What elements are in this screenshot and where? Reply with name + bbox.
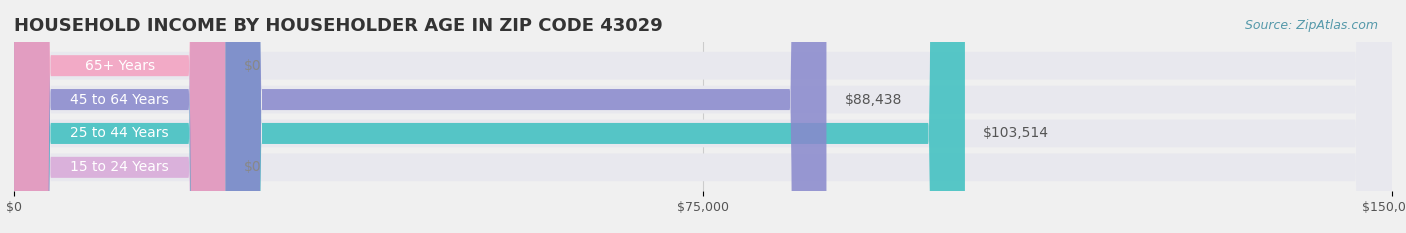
Text: 45 to 64 Years: 45 to 64 Years xyxy=(70,93,169,106)
FancyBboxPatch shape xyxy=(14,0,225,233)
Text: $88,438: $88,438 xyxy=(845,93,903,106)
Text: $103,514: $103,514 xyxy=(983,127,1049,140)
FancyBboxPatch shape xyxy=(14,0,1392,233)
Text: $0: $0 xyxy=(243,160,262,174)
FancyBboxPatch shape xyxy=(14,0,1392,233)
FancyBboxPatch shape xyxy=(14,0,225,233)
Text: 15 to 24 Years: 15 to 24 Years xyxy=(70,160,169,174)
FancyBboxPatch shape xyxy=(14,0,225,233)
Text: $0: $0 xyxy=(243,59,262,73)
Text: 25 to 44 Years: 25 to 44 Years xyxy=(70,127,169,140)
FancyBboxPatch shape xyxy=(14,0,225,233)
FancyBboxPatch shape xyxy=(225,0,827,233)
Text: 65+ Years: 65+ Years xyxy=(84,59,155,73)
Text: Source: ZipAtlas.com: Source: ZipAtlas.com xyxy=(1244,19,1378,32)
FancyBboxPatch shape xyxy=(14,0,1392,233)
FancyBboxPatch shape xyxy=(225,0,965,233)
Text: HOUSEHOLD INCOME BY HOUSEHOLDER AGE IN ZIP CODE 43029: HOUSEHOLD INCOME BY HOUSEHOLDER AGE IN Z… xyxy=(14,17,662,35)
FancyBboxPatch shape xyxy=(14,0,1392,233)
